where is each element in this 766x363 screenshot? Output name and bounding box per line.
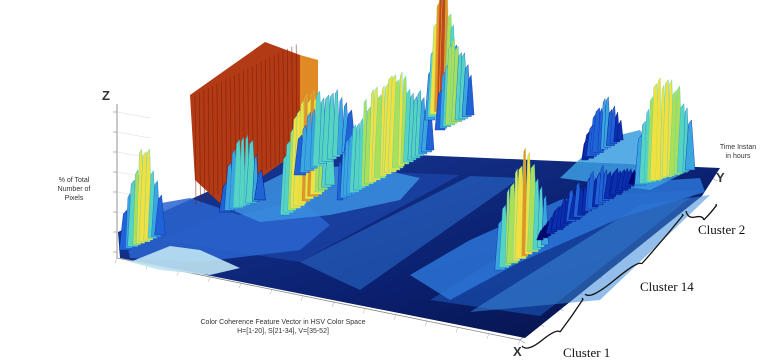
- x-axis-label-line: H=[1-20], S[21-34], V=[35-52]: [237, 328, 329, 335]
- surface-mesh-line: [199, 92, 201, 203]
- cluster-14-label: Cluster 14: [640, 279, 694, 294]
- x-tick: [455, 327, 459, 333]
- z-axis-label-line: Pixels: [64, 195, 84, 202]
- surface-peaks: [119, 0, 696, 271]
- surface-mesh-line: [278, 53, 280, 164]
- x-tick: [393, 314, 397, 320]
- z-gridline: [116, 111, 151, 119]
- x-tick: [517, 339, 521, 346]
- surface-spike: [465, 74, 475, 116]
- y-axis-label-line: in hours: [725, 153, 751, 160]
- z-axis-label-line: Number of: [57, 186, 91, 193]
- y-tick: [519, 339, 526, 344]
- z-gridline: [116, 131, 151, 139]
- x-tick: [269, 289, 273, 295]
- z-axis-label-line: % of Total: [58, 177, 90, 184]
- cluster-brace: [521, 297, 584, 349]
- surface-mesh-line: [212, 86, 214, 197]
- z-axis-letter: Z: [102, 88, 110, 103]
- x-axis-letter: X: [513, 344, 522, 359]
- x-tick: [300, 295, 304, 301]
- surface-spike: [684, 119, 696, 171]
- surface-mesh-line: [265, 59, 267, 170]
- x-axis-label-line: Color Coherence Feature Vector in HSV Co…: [200, 319, 366, 326]
- cluster-2-label: Cluster 2: [698, 222, 746, 237]
- surface-ridge: [300, 176, 520, 290]
- surface-band: [410, 178, 705, 300]
- surface-spike: [616, 119, 624, 141]
- y-axis-label: Time Instan in hours: [710, 143, 766, 161]
- surface-mesh-line: [269, 57, 272, 168]
- surface-mesh-line: [207, 88, 210, 199]
- x-tick: [424, 320, 428, 327]
- x-tick: [331, 302, 335, 308]
- surface-mesh-line: [203, 90, 206, 201]
- x-tick: [114, 257, 118, 264]
- surface-mesh-line: [260, 61, 263, 173]
- cluster-1-label: Cluster 1: [563, 345, 611, 360]
- x-tick: [362, 308, 366, 314]
- surface-mesh-line: [221, 81, 223, 192]
- surface-mesh-line: [273, 55, 276, 166]
- x-tick: [207, 276, 211, 283]
- x-tick: [238, 283, 242, 289]
- surface-mesh-line: [216, 83, 219, 195]
- surface-spike: [254, 169, 266, 201]
- surface-mesh-line: [287, 48, 289, 159]
- cluster-braces: [521, 203, 718, 349]
- x-axis-label: Color Coherence Feature Vector in HSV Co…: [168, 318, 398, 336]
- y-axis-letter: Y: [716, 170, 725, 185]
- surface-spike: [154, 194, 166, 236]
- y-axis-label-line: Time Instan: [719, 144, 757, 151]
- surface-mesh-line: [282, 50, 285, 162]
- x-tick: [486, 333, 490, 339]
- cluster-brace: [685, 203, 718, 221]
- surface-mesh-line: [256, 64, 258, 175]
- surface-band: [130, 246, 240, 275]
- surface-ridge: [470, 195, 710, 312]
- z-axis-label: % of Total Number of Pixels: [44, 176, 104, 203]
- cluster-brace: [584, 213, 684, 297]
- surface-mesh-line: [225, 79, 228, 190]
- surface-mesh-line: [194, 94, 197, 206]
